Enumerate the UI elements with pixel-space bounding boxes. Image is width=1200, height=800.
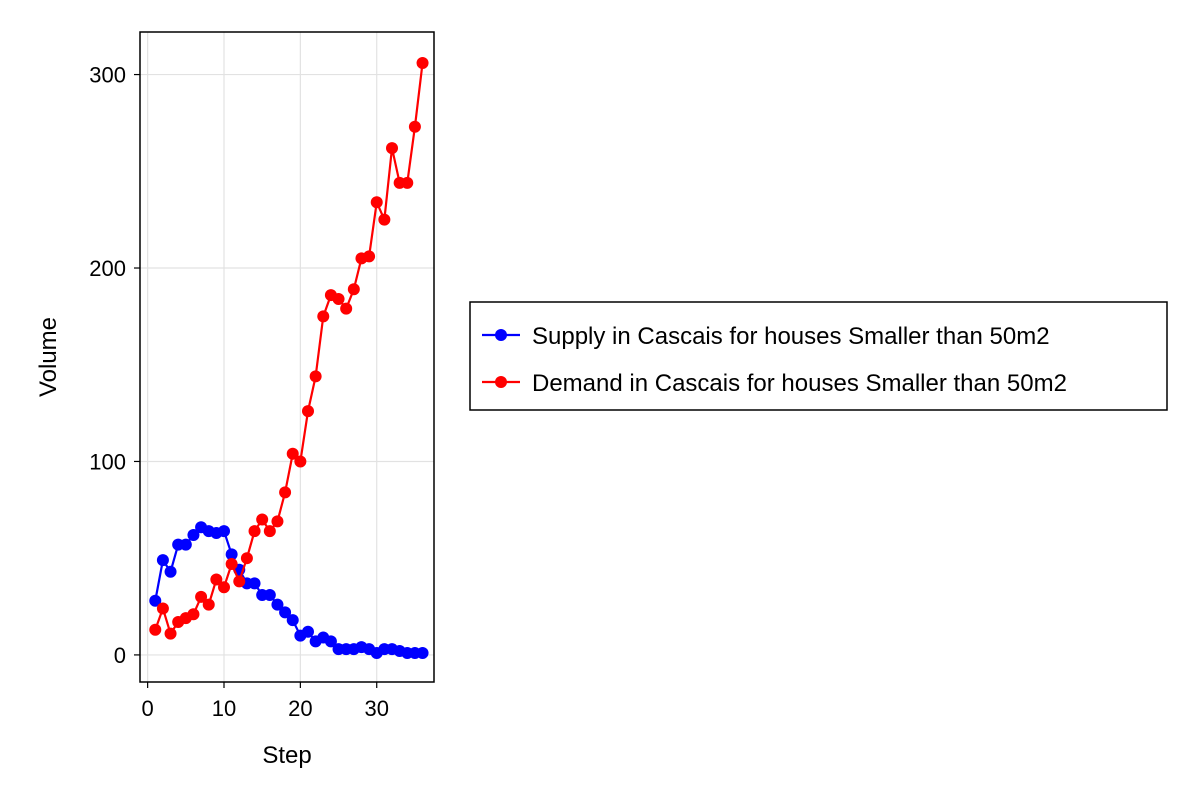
data-point [256, 513, 269, 526]
data-point [271, 515, 284, 528]
data-point [347, 283, 360, 296]
data-point [179, 538, 192, 551]
series-supply [149, 521, 429, 659]
data-point [302, 405, 314, 418]
data-point [401, 176, 414, 189]
data-point [370, 196, 383, 209]
data-point [309, 370, 322, 383]
grid [140, 32, 434, 682]
data-point [386, 142, 398, 155]
data-point [416, 56, 429, 69]
data-point [233, 575, 246, 588]
data-point [263, 525, 276, 538]
data-point [164, 565, 177, 578]
legend-item: Supply in Cascais for houses Smaller tha… [482, 323, 1050, 350]
x-tick-label: 20 [288, 696, 312, 721]
data-point [210, 573, 223, 586]
data-point [286, 614, 299, 627]
data-point [271, 598, 284, 611]
y-tick-label: 0 [114, 643, 126, 668]
data-point [225, 548, 238, 561]
legend: Supply in Cascais for houses Smaller tha… [469, 301, 1168, 411]
data-point [302, 625, 314, 638]
data-point [156, 554, 169, 567]
legend-label: Supply in Cascais for houses Smaller tha… [532, 323, 1050, 350]
legend-swatch-marker [495, 329, 507, 341]
data-point [363, 250, 376, 263]
data-point [317, 310, 330, 323]
series-demand [149, 56, 429, 640]
data-point [202, 598, 215, 611]
legend-item: Demand in Cascais for houses Smaller tha… [482, 370, 1067, 397]
data-point [408, 120, 421, 133]
data-point [225, 557, 238, 570]
data-point [156, 602, 169, 615]
y-tick-label: 300 [89, 63, 126, 88]
legend-swatch-marker [495, 376, 507, 388]
data-point [324, 635, 337, 648]
data-point [248, 577, 261, 590]
data-point [164, 627, 177, 640]
legend-label: Demand in Cascais for houses Smaller tha… [532, 370, 1067, 397]
data-point [279, 606, 292, 619]
data-point [218, 525, 230, 538]
x-tick-label: 10 [212, 696, 236, 721]
data-point [149, 594, 162, 607]
data-point [332, 292, 345, 305]
series-layer [149, 56, 429, 659]
x-axis-title: Step [262, 742, 311, 769]
series-line [154, 62, 424, 635]
x-tick-label: 30 [364, 696, 388, 721]
data-point [149, 623, 162, 636]
y-tick-label: 100 [89, 449, 126, 474]
legend-box [469, 301, 1168, 411]
data-point [416, 646, 429, 659]
data-point [240, 552, 253, 565]
y-tick-label: 200 [89, 256, 126, 281]
data-point [263, 588, 276, 601]
y-axis-title: Volume [35, 317, 62, 397]
data-point [294, 455, 307, 468]
data-point [340, 302, 353, 315]
data-point [279, 486, 292, 499]
plot-frame [139, 31, 435, 683]
data-point [187, 528, 200, 541]
data-point [286, 447, 299, 460]
x-tick-label: 0 [142, 696, 154, 721]
series-line [154, 526, 423, 655]
data-point [218, 581, 230, 594]
data-point [195, 590, 208, 603]
data-point [378, 213, 391, 226]
data-point [187, 608, 200, 621]
data-point [248, 525, 261, 538]
